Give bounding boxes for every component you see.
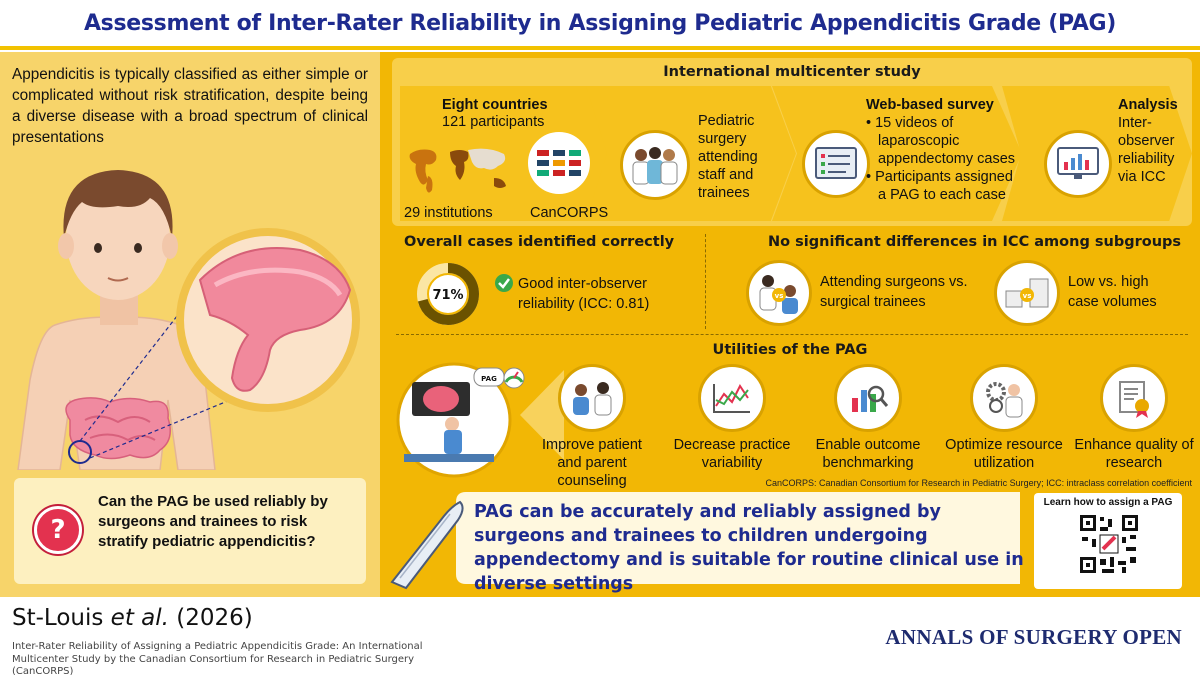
utility-1: Improve patient and parent counseling	[542, 437, 642, 489]
doctors-group-icon	[620, 130, 690, 200]
question-box: ? Can the PAG be used reliably by surgeo…	[14, 478, 366, 584]
survey-title: Web-based survey	[866, 97, 994, 113]
footnote: CanCORPS: Canadian Consortium for Resear…	[765, 478, 1192, 488]
certificate-icon	[1100, 364, 1168, 432]
analysis-monitor-icon	[1044, 130, 1112, 198]
utility-4: Optimize resource utilization	[945, 437, 1063, 471]
spotlight-triangle	[520, 370, 564, 460]
page-title: Assessment of Inter-Rater Reliability in…	[83, 10, 1117, 36]
intestines-icon	[65, 397, 171, 460]
subgroup-title: No significant differences in ICC among …	[768, 234, 1182, 250]
subgroup-1: Attending surgeons vs. surgical trainees	[820, 274, 968, 310]
reliability-text: Good inter-observer reliability (ICC: 0.…	[518, 276, 650, 312]
utility-3: Enable outcome benchmarking	[815, 437, 921, 471]
svg-text:vs: vs	[1023, 292, 1032, 300]
author-etal: et al.	[110, 605, 169, 631]
divider	[396, 334, 1188, 335]
percent-donut: 71%	[417, 263, 479, 325]
percent-label: 71%	[432, 288, 463, 303]
line-chart-icon	[698, 364, 766, 432]
right-panel: International multicenter study Eight co…	[380, 52, 1200, 597]
survey-bullets: • 15 videos of laparoscopic appendectomy…	[866, 114, 1016, 204]
check-icon	[495, 274, 513, 292]
child-illustration	[17, 170, 360, 470]
subgroup-2: Low vs. high case volumes	[1068, 274, 1157, 310]
svg-text:PAG: PAG	[481, 375, 497, 383]
footer: St-Louis et al. (2026) Inter-Rater Relia…	[0, 597, 1200, 675]
study-design-section: International multicenter study Eight co…	[392, 58, 1192, 226]
cancorps-label: CanCORPS	[530, 205, 609, 221]
analysis-title: Analysis	[1118, 97, 1178, 113]
author-citation: St-Louis et al. (2026)	[12, 605, 253, 631]
title-bar: Assessment of Inter-Rater Reliability in…	[0, 0, 1200, 50]
world-map-icon	[409, 148, 506, 193]
question-mark-icon: ?	[34, 506, 82, 554]
utility-2: Decrease practice variability	[673, 437, 791, 471]
countries-title: Eight countries	[442, 97, 548, 113]
surgeon-vs-trainee-icon: vs	[746, 260, 812, 326]
participant-types: Pediatric surgery attending staff and tr…	[698, 113, 758, 201]
utility-5: Enhance quality of research	[1074, 437, 1194, 471]
scalpel-icon	[390, 500, 464, 590]
article-citation: Inter-Rater Reliability of Assigning a P…	[12, 641, 423, 675]
divider	[705, 234, 706, 329]
cancorps-logo-icon	[528, 132, 590, 194]
analysis-text: Inter-observer reliability via ICC	[1118, 115, 1175, 185]
survey-bullet: • Participants assigned a PAG to each ca…	[866, 169, 1013, 203]
participants-count: 121 participants	[442, 114, 545, 130]
conclusion-text: PAG can be accurately and reliably assig…	[474, 502, 1024, 594]
journal-name: ANNALS OF SURGERY OPEN	[885, 625, 1182, 649]
question-text: Can the PAG be used reliably by surgeons…	[98, 493, 328, 550]
overall-title: Overall cases identified correctly	[404, 234, 675, 250]
utilities-title: Utilities of the PAG	[712, 342, 868, 358]
author-year: (2026)	[176, 605, 253, 631]
gears-icon	[970, 364, 1038, 432]
intro-text: Appendicitis is typically classified as …	[12, 66, 368, 146]
counseling-icon	[558, 364, 626, 432]
left-panel: Appendicitis is typically classified as …	[0, 52, 380, 597]
surgery-scene-illustration: PAG	[396, 362, 525, 478]
qr-label: Learn how to assign a PAG	[1043, 497, 1173, 508]
case-volume-icon: vs	[994, 260, 1060, 326]
qr-box: Learn how to assign a PAG	[1034, 493, 1182, 589]
study-header: International multicenter study	[663, 64, 921, 80]
author-name: St-Louis	[12, 605, 104, 631]
survey-bullet: • 15 videos of laparoscopic appendectomy…	[866, 115, 1016, 167]
benchmark-chart-icon	[834, 364, 902, 432]
conclusion-banner	[456, 492, 1020, 584]
svg-text:vs: vs	[775, 292, 784, 300]
institutions-count: 29 institutions	[404, 205, 493, 221]
qr-code-icon[interactable]	[1078, 513, 1140, 575]
survey-checklist-icon	[802, 130, 870, 198]
